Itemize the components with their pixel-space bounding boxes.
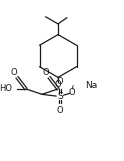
Text: O: O (69, 88, 76, 97)
Text: HO: HO (0, 85, 13, 94)
Text: O: O (10, 68, 17, 77)
Text: O: O (57, 77, 63, 86)
Text: O: O (57, 106, 63, 115)
Text: S: S (57, 92, 63, 101)
Text: Na: Na (85, 81, 97, 90)
Text: O: O (55, 80, 61, 89)
Text: O: O (42, 68, 49, 77)
